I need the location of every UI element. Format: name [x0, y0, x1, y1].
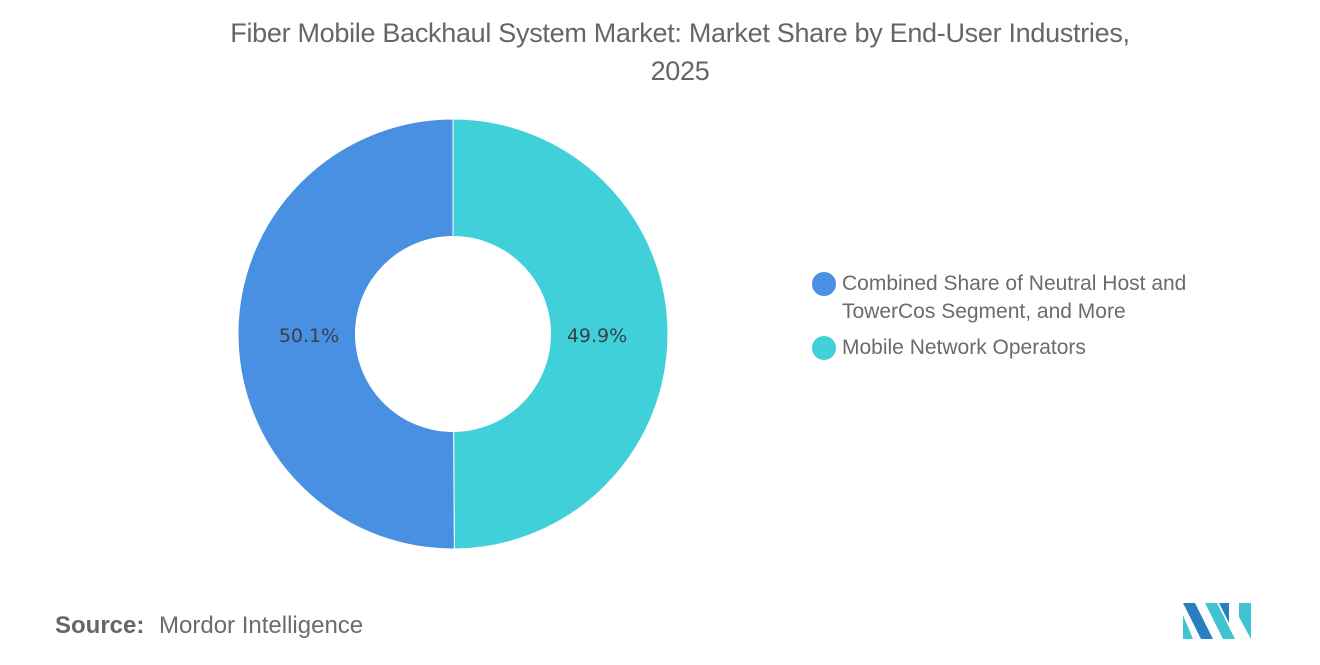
- legend-dot-mno-icon: [812, 336, 836, 360]
- slice-neutral-host[interactable]: [237, 118, 455, 550]
- legend-dot-neutral-host-icon: [812, 272, 836, 296]
- legend: Combined Share of Neutral Host and Tower…: [812, 270, 1232, 370]
- source-note: Source: Mordor Intelligence: [55, 612, 363, 640]
- legend-item-neutral-host[interactable]: Combined Share of Neutral Host and Tower…: [812, 270, 1232, 326]
- legend-label: Combined Share of Neutral Host and Tower…: [842, 272, 1187, 323]
- slice-label-neutral-host: 50.1%: [279, 325, 339, 347]
- legend-item-mno[interactable]: Mobile Network Operators: [812, 334, 1232, 362]
- source-value: Mordor Intelligence: [159, 612, 364, 639]
- chart-title-line-1: Fiber Mobile Backhaul System Market: Mar…: [230, 18, 1130, 48]
- chart-title: Fiber Mobile Backhaul System Market: Mar…: [0, 14, 1320, 90]
- mordor-intelligence-logo-icon: [1183, 603, 1251, 639]
- donut-hole: [355, 236, 551, 432]
- chart-title-line-2: 2025: [650, 56, 710, 86]
- slice-mobile-network-operators[interactable]: [452, 118, 669, 550]
- slice-label-mno: 49.9%: [567, 325, 627, 347]
- source-label: Source:: [55, 612, 145, 639]
- legend-label: Mobile Network Operators: [842, 336, 1086, 359]
- donut-slices: [237, 118, 669, 550]
